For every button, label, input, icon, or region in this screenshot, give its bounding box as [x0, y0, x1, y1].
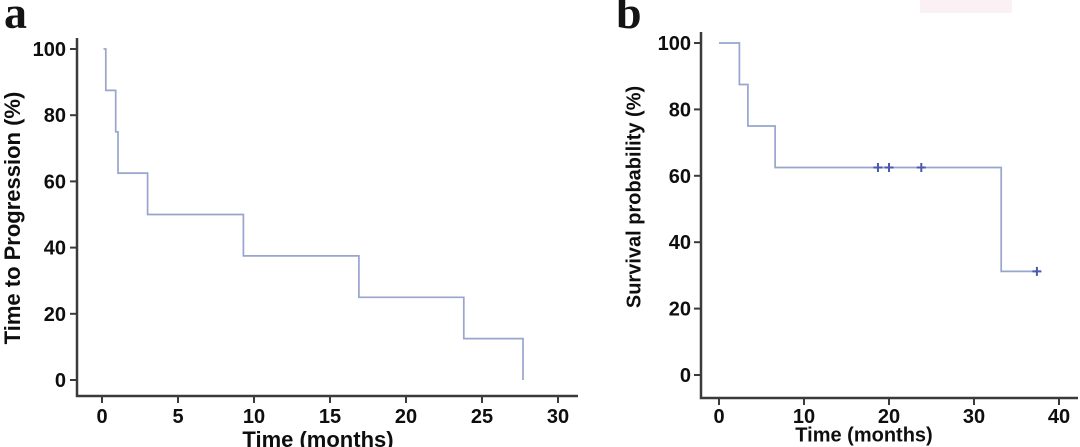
censor-mark: [873, 163, 883, 172]
x-axis-ticks: 0 5 10 15 20 25 30: [96, 396, 569, 428]
panel-b-letter: b: [616, 0, 642, 38]
x-tick-label: 30: [963, 406, 985, 428]
censor-mark: [916, 163, 926, 172]
panel-a-plot: 0 5 10 15 20 25 30 0 20 40 60 80 100: [33, 38, 578, 428]
y-tick-label: 20: [44, 304, 66, 326]
axis-spine: [75, 38, 578, 398]
x-tick-label: 0: [713, 406, 724, 428]
y-tick-label: 60: [669, 166, 691, 188]
x-tick-label: 25: [471, 406, 493, 428]
y-tick-label: 20: [669, 299, 691, 321]
axis-spine: [699, 32, 1078, 400]
x-tick-label: 10: [793, 406, 815, 428]
y-tick-label: 80: [669, 99, 691, 121]
censor-mark: [1032, 266, 1042, 276]
y-tick-label: 40: [669, 232, 691, 254]
panel-b-plot: 0 10 20 30 40 0 20 40 60 80 100: [658, 32, 1078, 428]
x-tick-label: 40: [1048, 406, 1070, 428]
y-tick-label: 0: [55, 370, 66, 392]
km-step-curve: [103, 48, 524, 380]
km-step-curve: [719, 42, 1037, 273]
x-tick-label: 10: [243, 406, 265, 428]
y-axis-ticks: 0 20 40 60 80 100: [33, 39, 77, 392]
scan-artifact: [920, 0, 1012, 13]
y-axis-ticks: 0 20 40 60 80 100: [658, 33, 701, 387]
y-tick-label: 40: [44, 238, 66, 260]
y-tick-label: 80: [44, 105, 66, 127]
panel-a-x-axis-title: Time (months): [242, 427, 394, 447]
x-axis-ticks: 0 10 20 30 40: [713, 398, 1070, 428]
x-tick-label: 15: [319, 406, 341, 428]
y-tick-label: 100: [33, 39, 66, 61]
x-tick-label: 20: [395, 406, 417, 428]
censor-mark: [884, 163, 894, 172]
x-tick-label: 30: [547, 406, 569, 428]
y-tick-label: 60: [44, 171, 66, 193]
panel-a-letter: a: [4, 0, 27, 38]
x-tick-label: 5: [172, 406, 183, 428]
x-tick-label: 20: [878, 406, 900, 428]
panel-b-x-axis-title: Time (months): [795, 424, 933, 447]
y-tick-label: 0: [680, 365, 691, 387]
x-tick-label: 0: [96, 406, 107, 428]
y-tick-label: 100: [658, 33, 691, 55]
